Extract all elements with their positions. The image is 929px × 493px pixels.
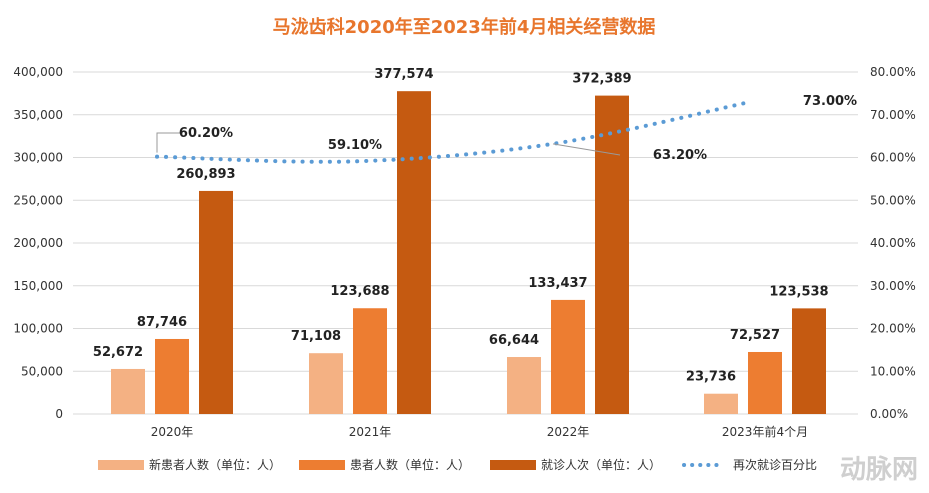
data-label-repeat-rate: 60.20% <box>179 126 233 141</box>
legend-label: 再次就诊百分比 <box>733 458 817 472</box>
data-label-patients: 87,746 <box>137 315 187 330</box>
left-axis-tick-label: 250,000 <box>13 193 63 207</box>
bar-patients <box>748 351 782 414</box>
chart-title: 马泷齿科2020年至2023年前4月相关经营数据 <box>273 16 656 38</box>
data-label-repeat-rate: 63.20% <box>653 148 707 163</box>
left-axis-tick-label: 150,000 <box>13 279 63 293</box>
line-label-leader <box>156 132 182 153</box>
data-label-visits: 260,893 <box>176 167 235 182</box>
category-label: 2022年 <box>547 425 590 439</box>
bar-new-patients <box>309 353 343 414</box>
right-axis-tick-label: 70.00% <box>870 108 916 122</box>
right-axis: 0.00% 10.00% 20.00% 30.00% 40.00% 50.00% 60.00… <box>870 65 916 421</box>
data-label-repeat-rate: 73.00% <box>803 94 857 109</box>
right-axis-tick-label: 60.00% <box>870 151 916 165</box>
right-axis-tick-label: 20.00% <box>870 322 916 336</box>
bars <box>111 91 826 415</box>
data-label-repeat-rate: 59.10% <box>328 138 382 153</box>
data-label-new-patients: 71,108 <box>291 329 341 344</box>
left-axis-tick-label: 400,000 <box>13 65 63 79</box>
left-axis-tick-label: 0 <box>55 407 63 421</box>
right-axis-tick-label: 30.00% <box>870 279 916 293</box>
bar-new-patients <box>111 368 145 414</box>
legend-label: 就诊人次（单位：人） <box>541 457 661 472</box>
data-label-visits: 377,574 <box>374 67 433 82</box>
category-label: 2021年 <box>349 425 392 439</box>
line-label-leader <box>552 143 621 156</box>
right-axis-tick-label: 0.00% <box>870 407 908 421</box>
data-label-patients: 133,437 <box>528 276 587 291</box>
repeat-visit-line-path <box>155 99 752 164</box>
left-axis: 0 50,000 100,000 150,000 200,000 250,000 300,0… <box>13 65 63 421</box>
data-label-new-patients: 23,736 <box>686 370 736 385</box>
bar-patients <box>551 299 585 414</box>
bar-visits <box>595 95 629 414</box>
left-axis-tick-label: 50,000 <box>21 364 63 378</box>
data-label-visits: 123,538 <box>769 284 828 299</box>
left-axis-tick-label: 200,000 <box>13 236 63 250</box>
bar-new-patients <box>507 357 541 414</box>
bar-visits <box>199 190 233 414</box>
bar-new-patients <box>704 393 738 414</box>
bar-patients <box>353 308 387 414</box>
gridlines <box>73 71 858 415</box>
watermark-text: 动脉网 <box>840 455 918 485</box>
legend-label: 患者人数（单位：人） <box>350 457 470 472</box>
bar-visits <box>792 308 826 414</box>
data-label-new-patients: 66,644 <box>489 333 539 348</box>
right-axis-tick-label: 50.00% <box>870 193 916 207</box>
category-label: 2023年前4个月 <box>722 424 808 439</box>
right-axis-tick-label: 10.00% <box>870 364 916 378</box>
legend-swatch-new-patients <box>98 460 144 470</box>
bar-visits <box>397 91 431 415</box>
right-axis-tick-label: 80.00% <box>870 65 916 79</box>
category-axis: 2020年 2021年 2022年 2023年前4个月 <box>151 424 808 439</box>
repeat-visit-line <box>155 99 752 164</box>
bar-patients <box>155 338 189 414</box>
data-labels: 52,672 71,108 66,644 23,736 87,746 123,688 133… <box>93 67 857 385</box>
legend-swatch-patients <box>299 460 345 470</box>
data-label-patients: 123,688 <box>330 284 389 299</box>
left-axis-tick-label: 350,000 <box>13 108 63 122</box>
data-label-visits: 372,389 <box>572 72 631 87</box>
data-label-new-patients: 52,672 <box>93 345 143 360</box>
legend-label: 新患者人数（单位：人） <box>149 457 281 472</box>
data-label-patients: 72,527 <box>730 328 780 343</box>
legend-swatch-visits <box>490 460 536 470</box>
legend: 新患者人数（单位：人） 患者人数（单位：人） 就诊人次（单位：人） 再次就诊百分比 <box>98 457 817 472</box>
left-axis-tick-label: 300,000 <box>13 151 63 165</box>
right-axis-tick-label: 40.00% <box>870 236 916 250</box>
left-axis-tick-label: 100,000 <box>13 322 63 336</box>
category-label: 2020年 <box>151 425 194 439</box>
